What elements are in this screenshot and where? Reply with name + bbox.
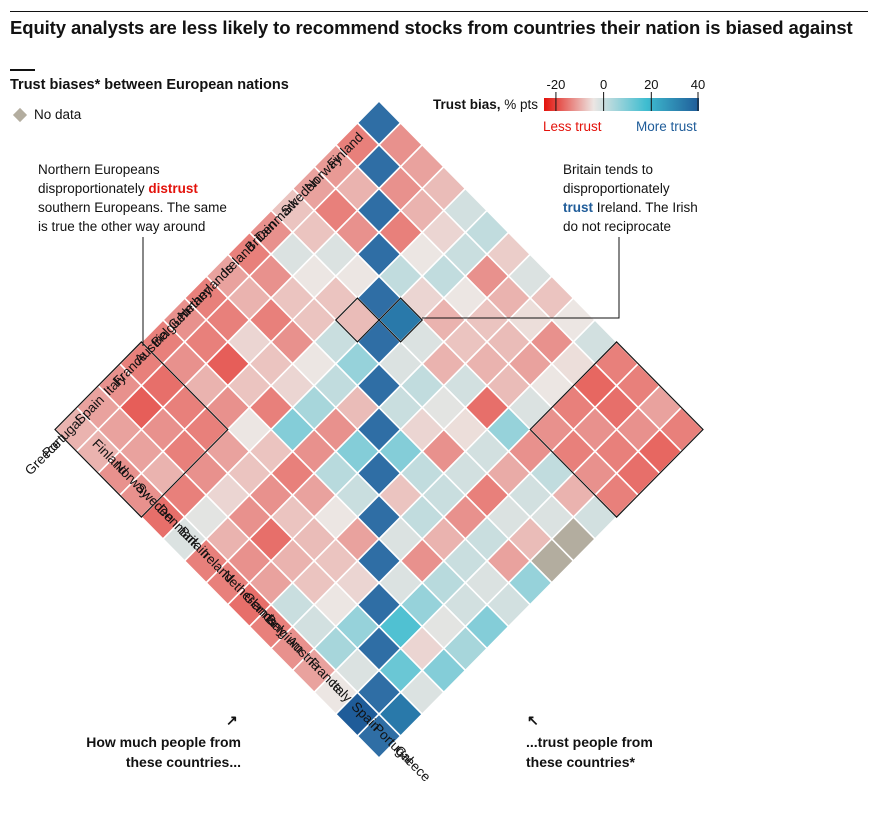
footer-right: ...trust people from these countries* [526, 732, 746, 772]
arrow-up-left-icon: ↖ [527, 712, 539, 728]
legend-title: Trust bias, % pts [433, 97, 538, 112]
legend-tick-label: 20 [644, 77, 658, 92]
subtitle-rule [10, 69, 35, 71]
annotation-left-line2: disproportionately [38, 181, 145, 196]
annotation-right-line1: Britain tends to [563, 162, 654, 177]
annotation-left-line4: is true the other way around [38, 219, 206, 234]
legend-title-bold: Trust bias, [433, 97, 501, 112]
highlight-group-outline [54, 341, 229, 518]
highlight-cell-outline [334, 297, 380, 343]
no-data-legend: No data [12, 107, 81, 122]
no-data-swatch-icon [12, 107, 28, 122]
row-label-greece: Greece [22, 436, 64, 478]
col-label-greece: Greece [392, 743, 434, 785]
more-trust-label: More trust [636, 119, 697, 134]
top-rule [10, 11, 868, 12]
footer-left: How much people from these countries... [41, 732, 241, 772]
annotation-right-emphasis: trust [563, 200, 593, 215]
chart-subtitle: Trust biases* between European nations [10, 77, 289, 93]
annotation-right-line2: disproportionately [563, 181, 670, 196]
legend-tick-label: 0 [600, 77, 607, 92]
annotation-left-emphasis: distrust [148, 181, 198, 196]
legend-title-unit: % pts [504, 97, 539, 112]
annotation-left-line1: Northern Europeans [38, 162, 160, 177]
annotation-right-line3: Ireland. The Irish [596, 200, 698, 215]
annotation-left: Northern Europeans disproportionately di… [38, 160, 238, 236]
arrow-up-right-icon: ↗ [226, 712, 238, 728]
annotation-right-line4: do not reciprocate [563, 219, 672, 234]
legend-gradient-bar [544, 98, 699, 111]
legend-tick-label: -20 [547, 77, 566, 92]
chart-title: Equity analysts are less likely to recom… [10, 17, 853, 38]
less-trust-label: Less trust [543, 119, 602, 134]
footer-right-line1: ...trust people from [526, 734, 653, 750]
no-data-label: No data [34, 107, 82, 122]
footer-left-line2: these countries... [125, 754, 241, 770]
footer-right-line2: these countries* [526, 754, 635, 770]
highlight-group-outline [529, 341, 704, 518]
highlight-cell-outline [378, 297, 424, 343]
annotation-right: Britain tends to disproportionately trus… [563, 160, 713, 236]
legend-tick-label: 40 [691, 77, 705, 92]
annotation-right-leader [422, 237, 620, 319]
annotation-left-line3: southern Europeans. The same [38, 200, 227, 215]
diagonal-cell [356, 713, 402, 760]
footer-left-line1: How much people from [86, 734, 241, 750]
